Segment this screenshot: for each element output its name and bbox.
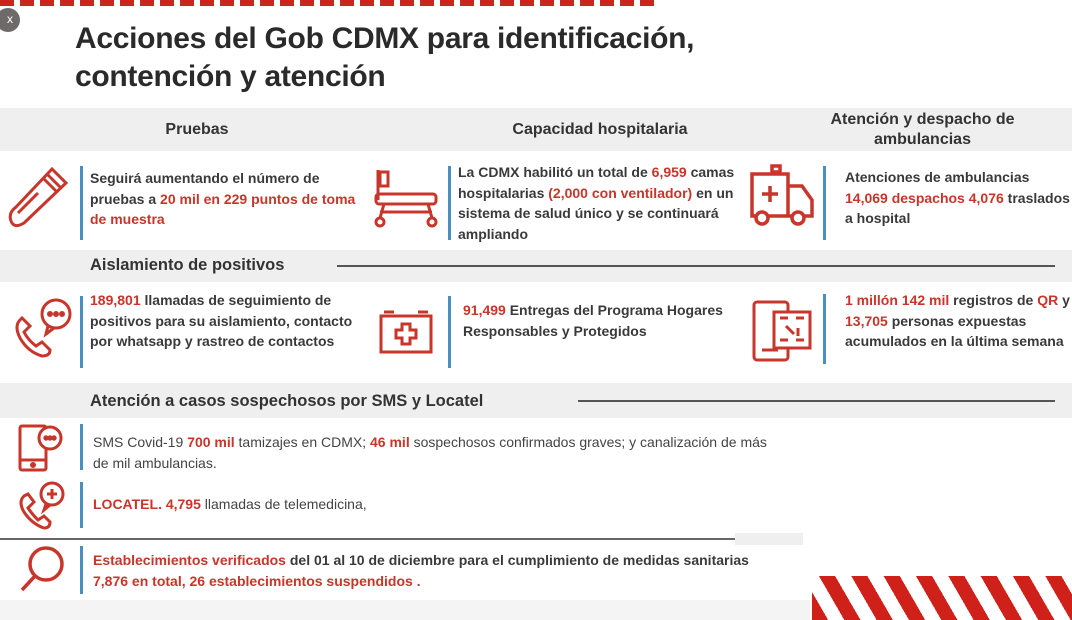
highlighted-text: 20 mil en 229 puntos de toma de muestra (90, 190, 356, 228)
text-segment: sospechosos confirmados graves; y canali… (93, 434, 767, 471)
close-button[interactable]: x (0, 8, 20, 32)
test-tube-icon (8, 166, 69, 228)
magnifier-icon (20, 546, 64, 592)
hospital-bed-icon (374, 170, 438, 228)
highlighted-text: 14,069 despachos (845, 189, 965, 206)
title-line: contención y atención (75, 60, 386, 93)
highlighted-text: 13,705 (845, 312, 888, 329)
highlighted-text: 6,959 (651, 164, 687, 180)
text-segment: personas expuestas acumulados en la últi… (845, 312, 1064, 350)
section-rule (578, 400, 1055, 402)
divider-bar (448, 296, 451, 368)
column-header-pruebas: Pruebas (165, 121, 229, 138)
locatel-text: LOCATEL. 4,795 llamadas de telemedicina, (93, 494, 773, 515)
text-segment: camas hospitalarias (458, 164, 735, 201)
text-segment: Atenciones de ambulancias (845, 169, 1030, 185)
establecimientos-text: Establecimientos verificados del 01 al 1… (93, 550, 773, 591)
footer-band (0, 600, 810, 620)
divider-bar (823, 294, 826, 364)
qr-text: 1 millón 142 mil registros de QR y 13,70… (845, 290, 1072, 352)
title-line: Acciones del Gob CDMX para identificació… (75, 22, 695, 55)
first-aid-kit-icon (379, 310, 433, 354)
highlighted-text: 189,801 (90, 292, 141, 308)
section-title-aislamiento: Aislamiento de positivos (90, 256, 285, 274)
page-title: Acciones del Gob CDMX para identificació… (75, 20, 695, 96)
phone-medical-icon (19, 481, 65, 530)
text-segment: en un sistema de salud único y se contin… (458, 184, 734, 242)
highlighted-text: 7,876 en total, 26 establecimientos susp… (93, 572, 421, 589)
text-segment: llamadas de seguimiento de positivos par… (90, 292, 353, 349)
highlighted-text: (2,000 con ventilador) (548, 184, 693, 201)
highlighted-text: 700 mil (187, 434, 235, 450)
section-title-sms-locatel: Atención a casos sospechosos por SMS y L… (90, 392, 484, 410)
column-header-ambulancias: Atención y despacho de ambulancias (830, 111, 1015, 148)
text-segment: llamadas de telemedicina, (200, 496, 367, 512)
text-segment: Seguirá aumentando el número de pruebas … (90, 170, 320, 207)
divider-bar (80, 166, 83, 240)
text-segment: del 01 al 10 de diciembre para el cumpli… (285, 552, 749, 568)
text-segment: y (1058, 292, 1070, 308)
entregas-text: 91,499 Entregas del Programa Hogares Res… (463, 300, 728, 341)
divider-bar (823, 166, 826, 240)
qr-phone-icon (752, 300, 812, 362)
highlighted-text: 46 mil (370, 434, 410, 450)
phone-chat-icon (15, 298, 72, 358)
text-segment: tamizajes en CDMX; (234, 434, 371, 450)
column-header-capacidad: Capacidad hospitalaria (512, 121, 688, 138)
pruebas-text: Seguirá aumentando el número de pruebas … (90, 168, 370, 230)
ambulance-icon (750, 164, 814, 226)
highlighted-text: 91,499 (463, 302, 506, 318)
divider-bar (80, 296, 83, 368)
text-segment: registros de (949, 292, 1038, 308)
llamadas-text: 189,801 llamadas de seguimiento de posit… (90, 290, 370, 352)
divider-bar (80, 482, 83, 528)
highlighted-text: QR (1037, 292, 1059, 308)
text-segment: La CDMX habilitó un total de (458, 164, 652, 180)
bottom-stripes-decoration (812, 576, 1072, 620)
text-segment: SMS Covid-19 (93, 434, 188, 450)
highlighted-text: Establecimientos verificados (93, 552, 286, 568)
divider-bar (80, 424, 83, 470)
sms-text: SMS Covid-19 700 mil tamizajes en CDMX; … (93, 432, 773, 473)
camas-text: La CDMX habilitó un total de 6,959 camas… (458, 162, 743, 244)
divider-bar (80, 546, 83, 594)
text-segment: Entregas del Programa Hogares Responsabl… (463, 302, 723, 339)
section-rule (0, 538, 735, 540)
column-header-band (0, 108, 1072, 151)
section-rule (337, 265, 1055, 267)
top-dashed-decoration (0, 0, 660, 6)
highlighted-text: LOCATEL. 4,795 (93, 496, 201, 512)
divider-bar (448, 166, 451, 240)
band-fragment (735, 533, 803, 545)
text-segment: traslados a hospital (845, 189, 1070, 227)
highlighted-text: 1 millón 142 mil (845, 292, 950, 308)
sms-phone-icon (18, 424, 63, 472)
highlighted-text: 4,076 (968, 189, 1004, 206)
ambulancias-text: Atenciones de ambulancias 14,069 despach… (845, 167, 1070, 229)
